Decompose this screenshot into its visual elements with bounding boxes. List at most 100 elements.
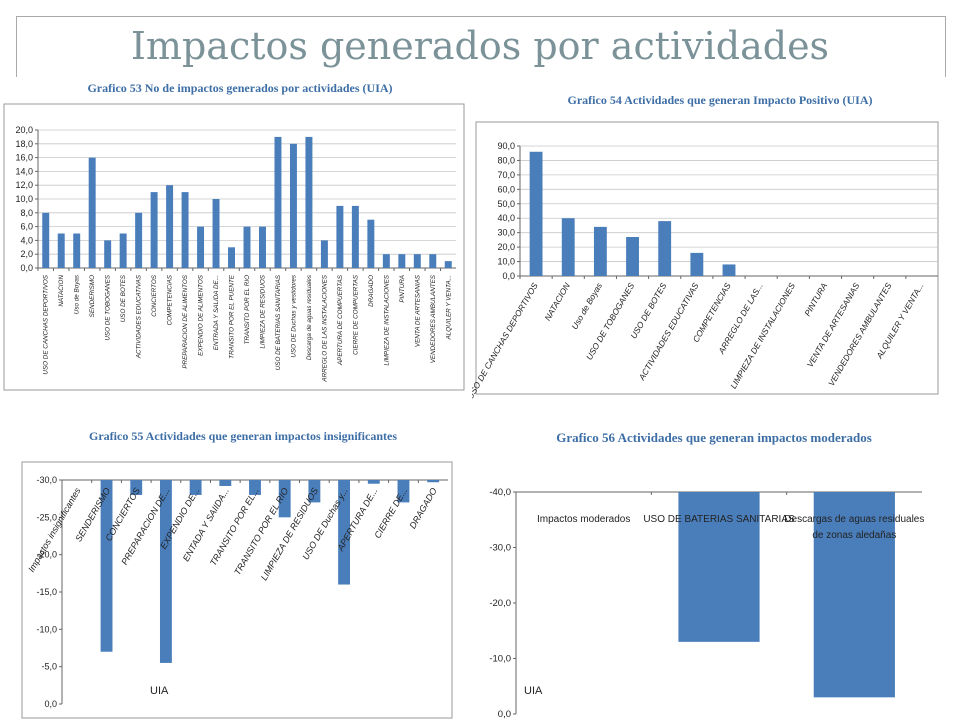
y-tick-label: 60,0 bbox=[497, 184, 515, 194]
category-label: ACTIVIDADES EDUCATIVAS bbox=[136, 274, 143, 359]
bar bbox=[367, 219, 375, 268]
category-label: APERTURA DE COMPUERTAS bbox=[337, 274, 344, 366]
chart-frame bbox=[21, 461, 453, 719]
bar bbox=[658, 221, 672, 276]
bar bbox=[135, 212, 143, 268]
y-tick-label: 4,0 bbox=[20, 235, 33, 245]
category-label: NATACION bbox=[58, 275, 65, 307]
bar bbox=[690, 252, 704, 276]
y-tick-label: 0,0 bbox=[20, 263, 33, 273]
bar bbox=[308, 480, 321, 503]
bar bbox=[529, 151, 543, 276]
bar bbox=[57, 233, 65, 268]
y-tick-label: 80,0 bbox=[497, 155, 515, 165]
category-label: de zonas aledañas bbox=[812, 530, 896, 541]
chart-53-panel: Grafico 53 No de impactos generados por … bbox=[0, 78, 470, 420]
chart-56-panel: Grafico 56 Actividades que generan impac… bbox=[472, 424, 942, 720]
y-tick-label: -40,0 bbox=[489, 487, 511, 498]
category-label: SENDERISMO bbox=[89, 275, 96, 317]
bar bbox=[130, 480, 143, 495]
y-tick-label: 20,0 bbox=[15, 125, 33, 135]
y-tick-label: 0,0 bbox=[502, 271, 515, 281]
y-tick-label: 0,0 bbox=[498, 709, 511, 720]
bar bbox=[100, 480, 113, 652]
category-label: ARREGLO DE LAS INSTALACIONES bbox=[321, 274, 328, 382]
category-label: USO DE BATERIAS SANITARIAS bbox=[643, 514, 795, 525]
category-label: ENTRADA Y SALIDA DE... bbox=[213, 275, 220, 350]
category-label: PINTURA bbox=[399, 275, 406, 303]
y-tick-label: 2,0 bbox=[20, 249, 33, 259]
category-label: EXPENDIO DE ALIMENTOS bbox=[198, 274, 205, 356]
category-label: CIERRE DE COMPUERTAS bbox=[352, 274, 359, 355]
category-label: Impactos moderados bbox=[537, 514, 630, 525]
bar bbox=[427, 480, 440, 483]
bar bbox=[228, 247, 236, 268]
category-label: ALQUILER Y VENTA... bbox=[445, 275, 452, 340]
bar bbox=[429, 254, 437, 268]
category-label: USO DE TOBOGANES bbox=[105, 274, 112, 340]
bar bbox=[197, 226, 205, 268]
y-tick-label: -10,0 bbox=[36, 624, 57, 634]
y-tick-label: 30,0 bbox=[497, 228, 515, 238]
bar bbox=[249, 480, 261, 495]
bar bbox=[813, 492, 895, 698]
category-label: PREPARACION DE ALIMENTOS bbox=[182, 274, 189, 368]
category-label: USO DE BOTES bbox=[120, 274, 127, 322]
chart-title: Grafico 54 Actividades que generan Impac… bbox=[568, 93, 873, 107]
y-tick-label: 90,0 bbox=[497, 141, 515, 151]
series-label: UIA bbox=[150, 685, 169, 697]
category-label: LIMPIEZA DE RESIDUOS bbox=[259, 274, 266, 348]
category-label: USO DE CANCHAS DEPORTIVOS bbox=[43, 274, 50, 374]
bar bbox=[305, 136, 313, 268]
bar bbox=[336, 205, 344, 268]
chart-title: Grafico 55 Actividades que generan impac… bbox=[89, 429, 397, 443]
bar bbox=[73, 233, 81, 268]
bar bbox=[678, 492, 760, 642]
category-label: TRANSITO POR EL RIO bbox=[244, 275, 251, 344]
bar bbox=[593, 226, 607, 276]
bar bbox=[189, 480, 202, 495]
chart-55-panel: Grafico 55 Actividades que generan impac… bbox=[0, 424, 470, 720]
bar bbox=[150, 192, 158, 268]
bar bbox=[561, 218, 575, 276]
y-tick-label: -5,0 bbox=[41, 662, 57, 672]
y-tick-label: -20,0 bbox=[36, 550, 57, 560]
chart-frame bbox=[3, 103, 465, 391]
chart-frame bbox=[475, 121, 939, 395]
bar bbox=[258, 226, 266, 268]
bar bbox=[367, 480, 380, 484]
chart-53: Grafico 53 No de impactos generados por … bbox=[3, 81, 465, 391]
category-label: USO DE Duchas y vestidores bbox=[290, 274, 297, 357]
category-label: VENTA DE ARTESANIAS bbox=[414, 274, 421, 347]
y-tick-label: 10,0 bbox=[15, 194, 33, 204]
category-label: VENDEDORES AMBULANTES bbox=[430, 274, 437, 363]
chart-title: Grafico 53 No de impactos generados por … bbox=[87, 81, 392, 95]
bar bbox=[722, 264, 736, 276]
bar bbox=[444, 261, 452, 268]
y-tick-label: 0,0 bbox=[44, 699, 57, 709]
bar bbox=[278, 480, 291, 518]
y-tick-label: 8,0 bbox=[20, 208, 33, 218]
chart-54-panel: Grafico 54 Actividades que generan Impac… bbox=[472, 84, 944, 434]
bar bbox=[626, 237, 639, 276]
y-tick-label: 12,0 bbox=[15, 180, 33, 190]
y-tick-label: 10,0 bbox=[497, 257, 515, 267]
y-tick-label: -30,0 bbox=[36, 475, 57, 485]
bar bbox=[42, 212, 50, 268]
chart-56: Grafico 56 Actividades que generan impac… bbox=[489, 430, 924, 720]
bar bbox=[320, 240, 328, 268]
y-tick-label: 70,0 bbox=[497, 170, 515, 180]
y-tick-label: 40,0 bbox=[497, 213, 515, 223]
bar bbox=[398, 254, 406, 268]
category-label: Descarga de aguas residuales bbox=[306, 274, 313, 360]
y-tick-label: 16,0 bbox=[15, 153, 33, 163]
category-label: COMPETENCIAS bbox=[167, 274, 174, 325]
y-tick-label: 50,0 bbox=[497, 199, 515, 209]
category-label: Descargas de aguas residuales bbox=[784, 514, 924, 525]
bar bbox=[243, 226, 251, 268]
bar bbox=[274, 136, 282, 268]
bar bbox=[166, 185, 174, 268]
bar bbox=[88, 157, 96, 268]
bar bbox=[119, 233, 127, 268]
bar bbox=[219, 480, 232, 486]
